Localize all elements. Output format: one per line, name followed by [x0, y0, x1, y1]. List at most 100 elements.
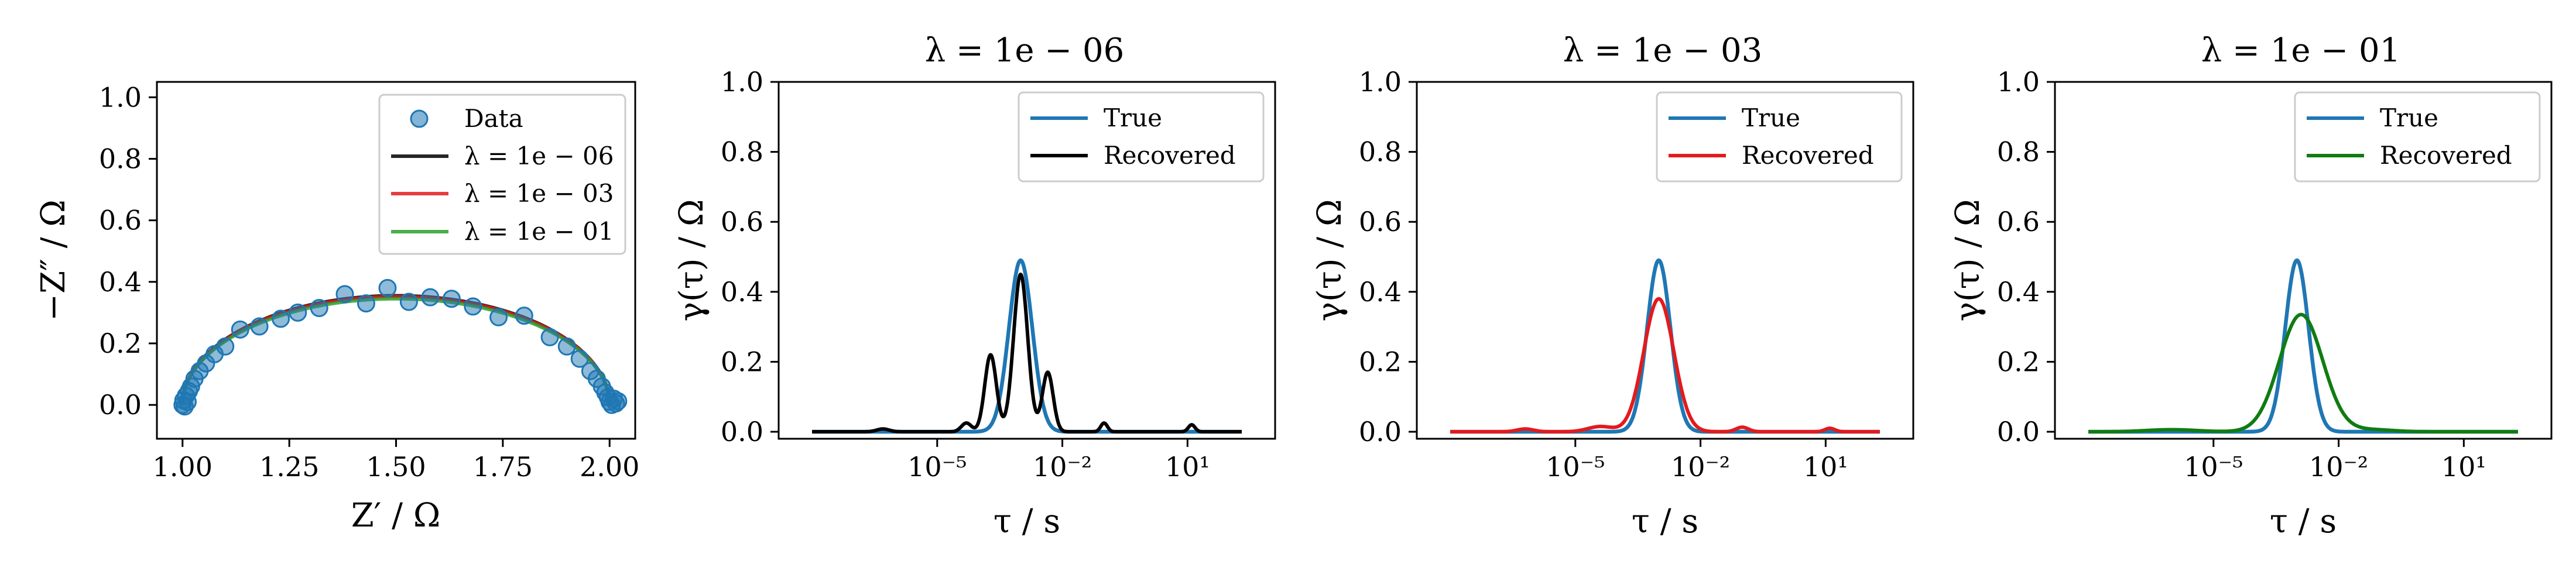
nyquist-data-point: [540, 328, 559, 346]
nyquist-fit-line-1: [180, 294, 612, 405]
nyquist-data-point: [216, 337, 235, 356]
nyquist-xtick-label: 2.00: [580, 451, 639, 483]
drt-2-xtick-label: 10⁻²: [1671, 451, 1730, 483]
nyquist-ytick-label: 0.0: [99, 389, 142, 421]
nyquist-data-point: [272, 309, 290, 328]
drt-panel-2: λ = 1e − 03 10⁻⁵ 10⁻² 10¹ 0.0 0.2 0.4 0.6 0.8 1.…: [1311, 32, 1914, 541]
nyquist-data-point: [570, 349, 589, 368]
nyquist-marks: [173, 278, 628, 416]
nyquist-legend-label-3: λ = 1e − 01: [464, 217, 614, 246]
drt-2-ytick-label: 0.2: [1359, 346, 1402, 377]
drt-1-frame: [777, 81, 1276, 440]
drt-2-frame: [1416, 81, 1914, 440]
drt-2-xlabel: τ / s: [1632, 503, 1698, 541]
drt-2-ticks: 10⁻⁵ 10⁻² 10¹ 0.0 0.2 0.4 0.6 0.8 1.0: [1359, 66, 1848, 483]
nyquist-ylabel: −Z″ / Ω: [35, 199, 73, 321]
nyquist-legend-box: [378, 94, 626, 255]
drt-2-xtick-label: 10⁻⁵: [1546, 451, 1605, 483]
drt-3-legend: True Recovered: [2294, 91, 2541, 183]
drt-3-ytick-label: 0.2: [1997, 346, 2040, 377]
drt-3-true-line: [2087, 258, 2520, 434]
drt-3-marks: [2087, 258, 2520, 434]
nyquist-xtick-label: 1.00: [153, 451, 213, 483]
drt-1-xtick-label: 10⁻²: [1033, 451, 1092, 483]
drt-2-legend-box: [1656, 91, 1903, 183]
drt-1-ticks: 10⁻⁵ 10⁻² 10¹ 0.0 0.2 0.4 0.6 0.8 1.0: [721, 66, 1210, 483]
drt-2-legend-recovered-label: Recovered: [1742, 141, 1874, 170]
drt-3-ytick-label: 0.6: [1997, 206, 2040, 238]
nyquist-ytick-label: 0.4: [99, 266, 142, 298]
drt-1-legend: True Recovered: [1018, 91, 1265, 183]
drt-1-xtick-label: 10¹: [1165, 451, 1210, 483]
nyquist-data-point: [250, 317, 269, 336]
nyquist-data-point: [515, 307, 533, 325]
nyquist-data-point: [421, 288, 440, 307]
nyquist-fit-line-3: [180, 297, 612, 405]
nyquist-ticks: 1.00 1.25 1.50 1.75 2.00 0.0 0.2 0.4 0.6 0.8 1.0: [99, 81, 640, 483]
nyquist-ytick-label: 1.0: [99, 81, 142, 113]
drt-2-title: λ = 1e − 03: [1563, 32, 1763, 70]
drt-1-recovered-line: [811, 273, 1243, 433]
drt-2-ytick-label: 0.4: [1359, 276, 1402, 308]
drt-3-ticks: 10⁻⁵ 10⁻² 10¹ 0.0 0.2 0.4 0.6 0.8 1.0: [1997, 66, 2486, 483]
nyquist-data-point: [442, 290, 461, 308]
drt-2-xtick-label: 10¹: [1803, 451, 1848, 483]
drt-3-legend-box: [2294, 91, 2541, 183]
nyquist-data-point: [378, 278, 397, 297]
nyquist-data-point: [357, 294, 375, 313]
drt-1-xlabel: τ / s: [994, 503, 1060, 541]
drt-3-xtick-label: 10⁻⁵: [2184, 451, 2243, 483]
nyquist-legend-data-label: Data: [464, 104, 523, 133]
drt-2-legend: True Recovered: [1656, 91, 1903, 183]
drt-3-xtick-label: 10¹: [2441, 451, 2486, 483]
drt-2-legend-true-label: True: [1742, 104, 1800, 132]
drt-2-marks: [1448, 258, 1882, 434]
nyquist-data-point: [399, 292, 418, 311]
drt-1-marks: [810, 258, 1244, 434]
nyquist-data-point: [609, 392, 628, 411]
drt-1-ytick-label: 0.6: [721, 206, 763, 238]
drt-1-title: λ = 1e − 06: [925, 32, 1125, 70]
drt-2-ytick-label: 1.0: [1359, 66, 1402, 98]
drt-3-ytick-label: 0.0: [1997, 416, 2040, 448]
drt-3-frame: [2054, 81, 2553, 440]
nyquist-xtick-label: 1.25: [259, 451, 319, 483]
drt-2-ytick-label: 0.0: [1359, 416, 1402, 448]
drt-3-recovered-line: [2087, 312, 2519, 433]
drt-3-legend-recovered-label: Recovered: [2380, 141, 2512, 170]
nyquist-ytick-label: 0.2: [99, 328, 142, 359]
drt-1-legend-box: [1018, 91, 1265, 183]
drt-2-ylabel: γ(τ) / Ω: [1311, 199, 1349, 321]
drt-2-ytick-label: 0.6: [1359, 206, 1402, 238]
nyquist-data-point: [231, 320, 249, 339]
drt-3-ytick-label: 0.8: [1997, 136, 2040, 168]
drt-3-ylabel: γ(τ) / Ω: [1949, 199, 1987, 321]
drt-1-ytick-label: 0.0: [721, 416, 763, 448]
drt-3-xlabel: τ / s: [2270, 503, 2337, 541]
drt-3-xtick-label: 10⁻²: [2309, 451, 2368, 483]
nyquist-data-point: [289, 303, 307, 322]
drt-2-true-line: [1448, 258, 1882, 434]
drt-3-ytick-label: 0.4: [1997, 276, 2040, 308]
drt-1-ylabel: γ(τ) / Ω: [673, 199, 711, 321]
drt-1-xtick-label: 10⁻⁵: [907, 451, 967, 483]
nyquist-data-point: [557, 337, 576, 356]
drt-3-ytick-label: 1.0: [1997, 66, 2040, 98]
drt-2-ytick-label: 0.8: [1359, 136, 1402, 168]
nyquist-panel: 1.00 1.25 1.50 1.75 2.00 0.0 0.2 0.4 0.6 0.8 1.0 Z…: [35, 81, 639, 535]
nyquist-ytick-label: 0.8: [99, 143, 142, 174]
nyquist-data-point: [335, 285, 354, 304]
drt-2-recovered-line: [1449, 297, 1881, 433]
drt-1-legend-true-label: True: [1104, 104, 1162, 132]
drt-panel-1: λ = 1e − 06 10⁻⁵ 10⁻² 10¹ 0.0 0.2 0.4 0.6 0.8 1.…: [673, 32, 1276, 541]
nyquist-xlabel: Z′ / Ω: [351, 497, 441, 535]
drt-1-ytick-label: 1.0: [721, 66, 763, 98]
drt-1-ytick-label: 0.4: [721, 276, 763, 308]
drt-panel-3: λ = 1e − 01 10⁻⁵ 10⁻² 10¹ 0.0 0.2 0.4 0.6 0.8 1.…: [1949, 32, 2553, 541]
drt-1-ytick-label: 0.8: [721, 136, 763, 168]
nyquist-data-point: [464, 297, 482, 316]
nyquist-data-point: [489, 308, 508, 326]
drt-1-legend-recovered-label: Recovered: [1104, 141, 1236, 170]
drt-3-title: λ = 1e − 01: [2201, 32, 2401, 70]
